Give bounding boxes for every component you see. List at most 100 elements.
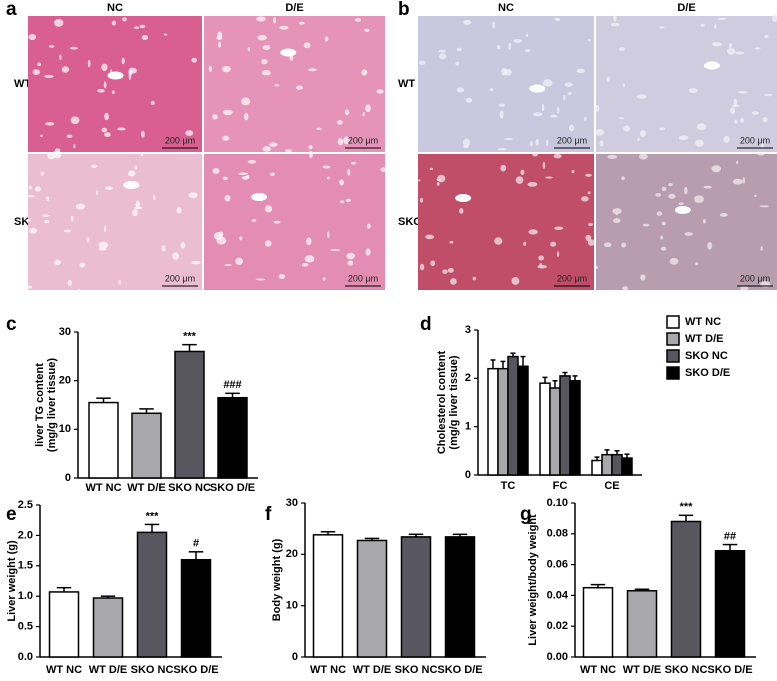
tissue-spot xyxy=(498,103,505,107)
scale-label: 200 μm xyxy=(165,273,195,283)
tissue-spot xyxy=(594,129,605,136)
tissue-spot xyxy=(365,104,371,113)
tissue-spot xyxy=(700,23,705,27)
tissue-spot xyxy=(636,94,647,99)
tissue-spot xyxy=(588,222,594,227)
tissue-spot xyxy=(101,63,108,72)
tissue-spot xyxy=(541,103,545,112)
tissue-spot xyxy=(365,248,371,256)
tissue-spot xyxy=(550,114,558,118)
legend-label: WT D/E xyxy=(685,333,724,345)
tissue-spot xyxy=(711,42,722,47)
vessel xyxy=(455,194,472,203)
error-bar xyxy=(182,343,197,352)
tissue-spot xyxy=(527,181,538,187)
tissue-spot xyxy=(135,200,140,209)
tissue-spot xyxy=(696,123,707,131)
tissue-spot xyxy=(622,286,629,291)
tissue-spot xyxy=(640,130,646,137)
tissue-spot xyxy=(224,194,231,202)
tissue-spot xyxy=(40,171,44,176)
tissue-spot xyxy=(760,246,763,251)
tissue-spot xyxy=(301,262,309,267)
tissue-spot xyxy=(754,47,761,50)
tissue-spot xyxy=(103,81,107,89)
micrograph xyxy=(28,154,202,290)
bar xyxy=(88,401,119,479)
tissue-spot xyxy=(621,176,625,181)
y-tick-label: 10 xyxy=(286,600,298,612)
error-bar xyxy=(144,523,160,533)
tissue-spot xyxy=(255,278,266,281)
x-tick-label: SKO D/E xyxy=(210,482,255,494)
tissue-spot xyxy=(111,20,117,26)
tissue-spot xyxy=(668,193,676,199)
tissue-spot xyxy=(728,42,733,49)
tissue-spot xyxy=(554,17,561,22)
y-axis-label: Liver weight (g) xyxy=(6,540,18,622)
tissue-spot xyxy=(501,67,507,76)
tissue-spot xyxy=(251,219,257,222)
tissue-spot xyxy=(212,168,220,174)
bar xyxy=(48,591,80,658)
scale-label: 200 μm xyxy=(348,135,378,145)
tissue-spot xyxy=(69,46,78,50)
y-axis-label: Cholesterol content xyxy=(436,351,448,455)
y-tick-label: 0.04 xyxy=(547,589,569,601)
error-bar xyxy=(139,408,154,414)
tissue-spot xyxy=(585,234,592,242)
tissue-spot xyxy=(273,220,281,224)
tissue-spot xyxy=(513,39,523,43)
tissue-spot xyxy=(717,17,727,21)
legend-swatch xyxy=(666,366,680,380)
tissue-spot xyxy=(556,106,560,114)
bar xyxy=(497,367,509,476)
tissue-spot xyxy=(603,242,612,248)
x-tick-label: SKO NC xyxy=(395,664,438,676)
bar xyxy=(621,457,633,476)
bar xyxy=(136,531,168,658)
tissue-spot xyxy=(309,150,313,159)
tissue-spot xyxy=(336,120,343,125)
error-bar xyxy=(590,583,606,588)
vessel xyxy=(703,61,720,70)
tissue-spot xyxy=(563,94,566,101)
tissue-spot xyxy=(742,177,746,184)
bar xyxy=(356,539,388,658)
significance: ### xyxy=(223,379,241,391)
y-tick-label: 0.00 xyxy=(547,651,568,663)
micrograph xyxy=(204,154,385,290)
tissue-spot xyxy=(450,278,457,285)
tissue-spot xyxy=(161,245,166,252)
tissue-spot xyxy=(678,202,684,206)
y-tick-label: 0.02 xyxy=(547,620,568,632)
tissue-spot xyxy=(684,186,688,195)
tissue-spot xyxy=(222,176,228,181)
tissue-spot xyxy=(439,53,447,60)
legend-swatch xyxy=(666,349,680,363)
tissue-spot xyxy=(622,83,625,88)
tissue-spot xyxy=(757,152,765,156)
tissue-spot xyxy=(723,136,730,144)
tissue-spot xyxy=(511,277,520,285)
tissue-spot xyxy=(621,242,627,248)
tissue-spot xyxy=(298,21,305,25)
error-bar xyxy=(624,453,630,459)
tissue-spot xyxy=(553,153,562,159)
tissue-spot xyxy=(289,55,294,61)
tissue-spot xyxy=(188,192,198,199)
tissue-spot xyxy=(308,145,313,150)
tissue-spot xyxy=(274,84,280,87)
tissue-spot xyxy=(87,59,91,68)
tissue-spot xyxy=(759,205,769,208)
tissue-spot xyxy=(96,190,99,195)
y-tick-label: 2 xyxy=(465,372,471,384)
micrograph xyxy=(418,154,594,290)
bar xyxy=(400,536,432,658)
micrograph xyxy=(204,16,385,152)
tissue-spot xyxy=(41,214,50,217)
tissue-spot xyxy=(532,112,543,117)
tissue-spot xyxy=(101,127,108,133)
tissue-spot xyxy=(56,20,59,23)
